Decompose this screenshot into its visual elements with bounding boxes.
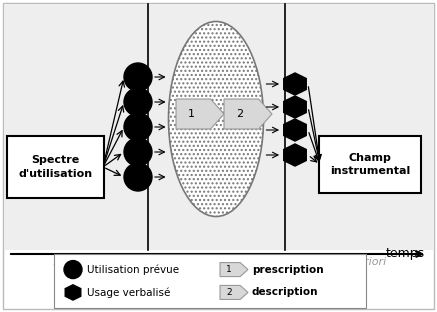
Text: 1: 1 (188, 109, 195, 119)
FancyBboxPatch shape (7, 136, 104, 198)
Text: prescription: prescription (252, 265, 324, 275)
Text: 2: 2 (226, 288, 232, 297)
Text: Utilisation prévue: Utilisation prévue (87, 264, 179, 275)
Polygon shape (220, 285, 248, 300)
Ellipse shape (169, 22, 264, 217)
Text: Usage verbalisé: Usage verbalisé (87, 287, 170, 298)
FancyBboxPatch shape (3, 3, 434, 309)
FancyBboxPatch shape (4, 4, 433, 250)
Polygon shape (176, 99, 224, 129)
Text: Champ
instrumental: Champ instrumental (330, 153, 410, 176)
FancyBboxPatch shape (54, 254, 366, 308)
Polygon shape (284, 96, 306, 118)
Text: 1: 1 (226, 265, 232, 274)
Circle shape (64, 261, 82, 279)
Polygon shape (284, 73, 306, 95)
Circle shape (124, 113, 152, 141)
Text: temps: temps (386, 247, 425, 261)
Text: Usages: Usages (191, 256, 241, 269)
Text: A priori: A priori (54, 257, 94, 267)
Text: A posteriori: A posteriori (323, 257, 387, 267)
Text: Spectre
d'utilisation: Spectre d'utilisation (18, 155, 93, 178)
Polygon shape (65, 285, 81, 300)
Polygon shape (284, 119, 306, 141)
Circle shape (124, 63, 152, 91)
FancyBboxPatch shape (319, 136, 421, 193)
Polygon shape (220, 263, 248, 276)
Circle shape (124, 163, 152, 191)
Polygon shape (284, 144, 306, 166)
Polygon shape (224, 99, 272, 129)
Text: 2: 2 (236, 109, 243, 119)
Circle shape (124, 138, 152, 166)
Circle shape (124, 88, 152, 116)
Text: description: description (252, 287, 319, 297)
